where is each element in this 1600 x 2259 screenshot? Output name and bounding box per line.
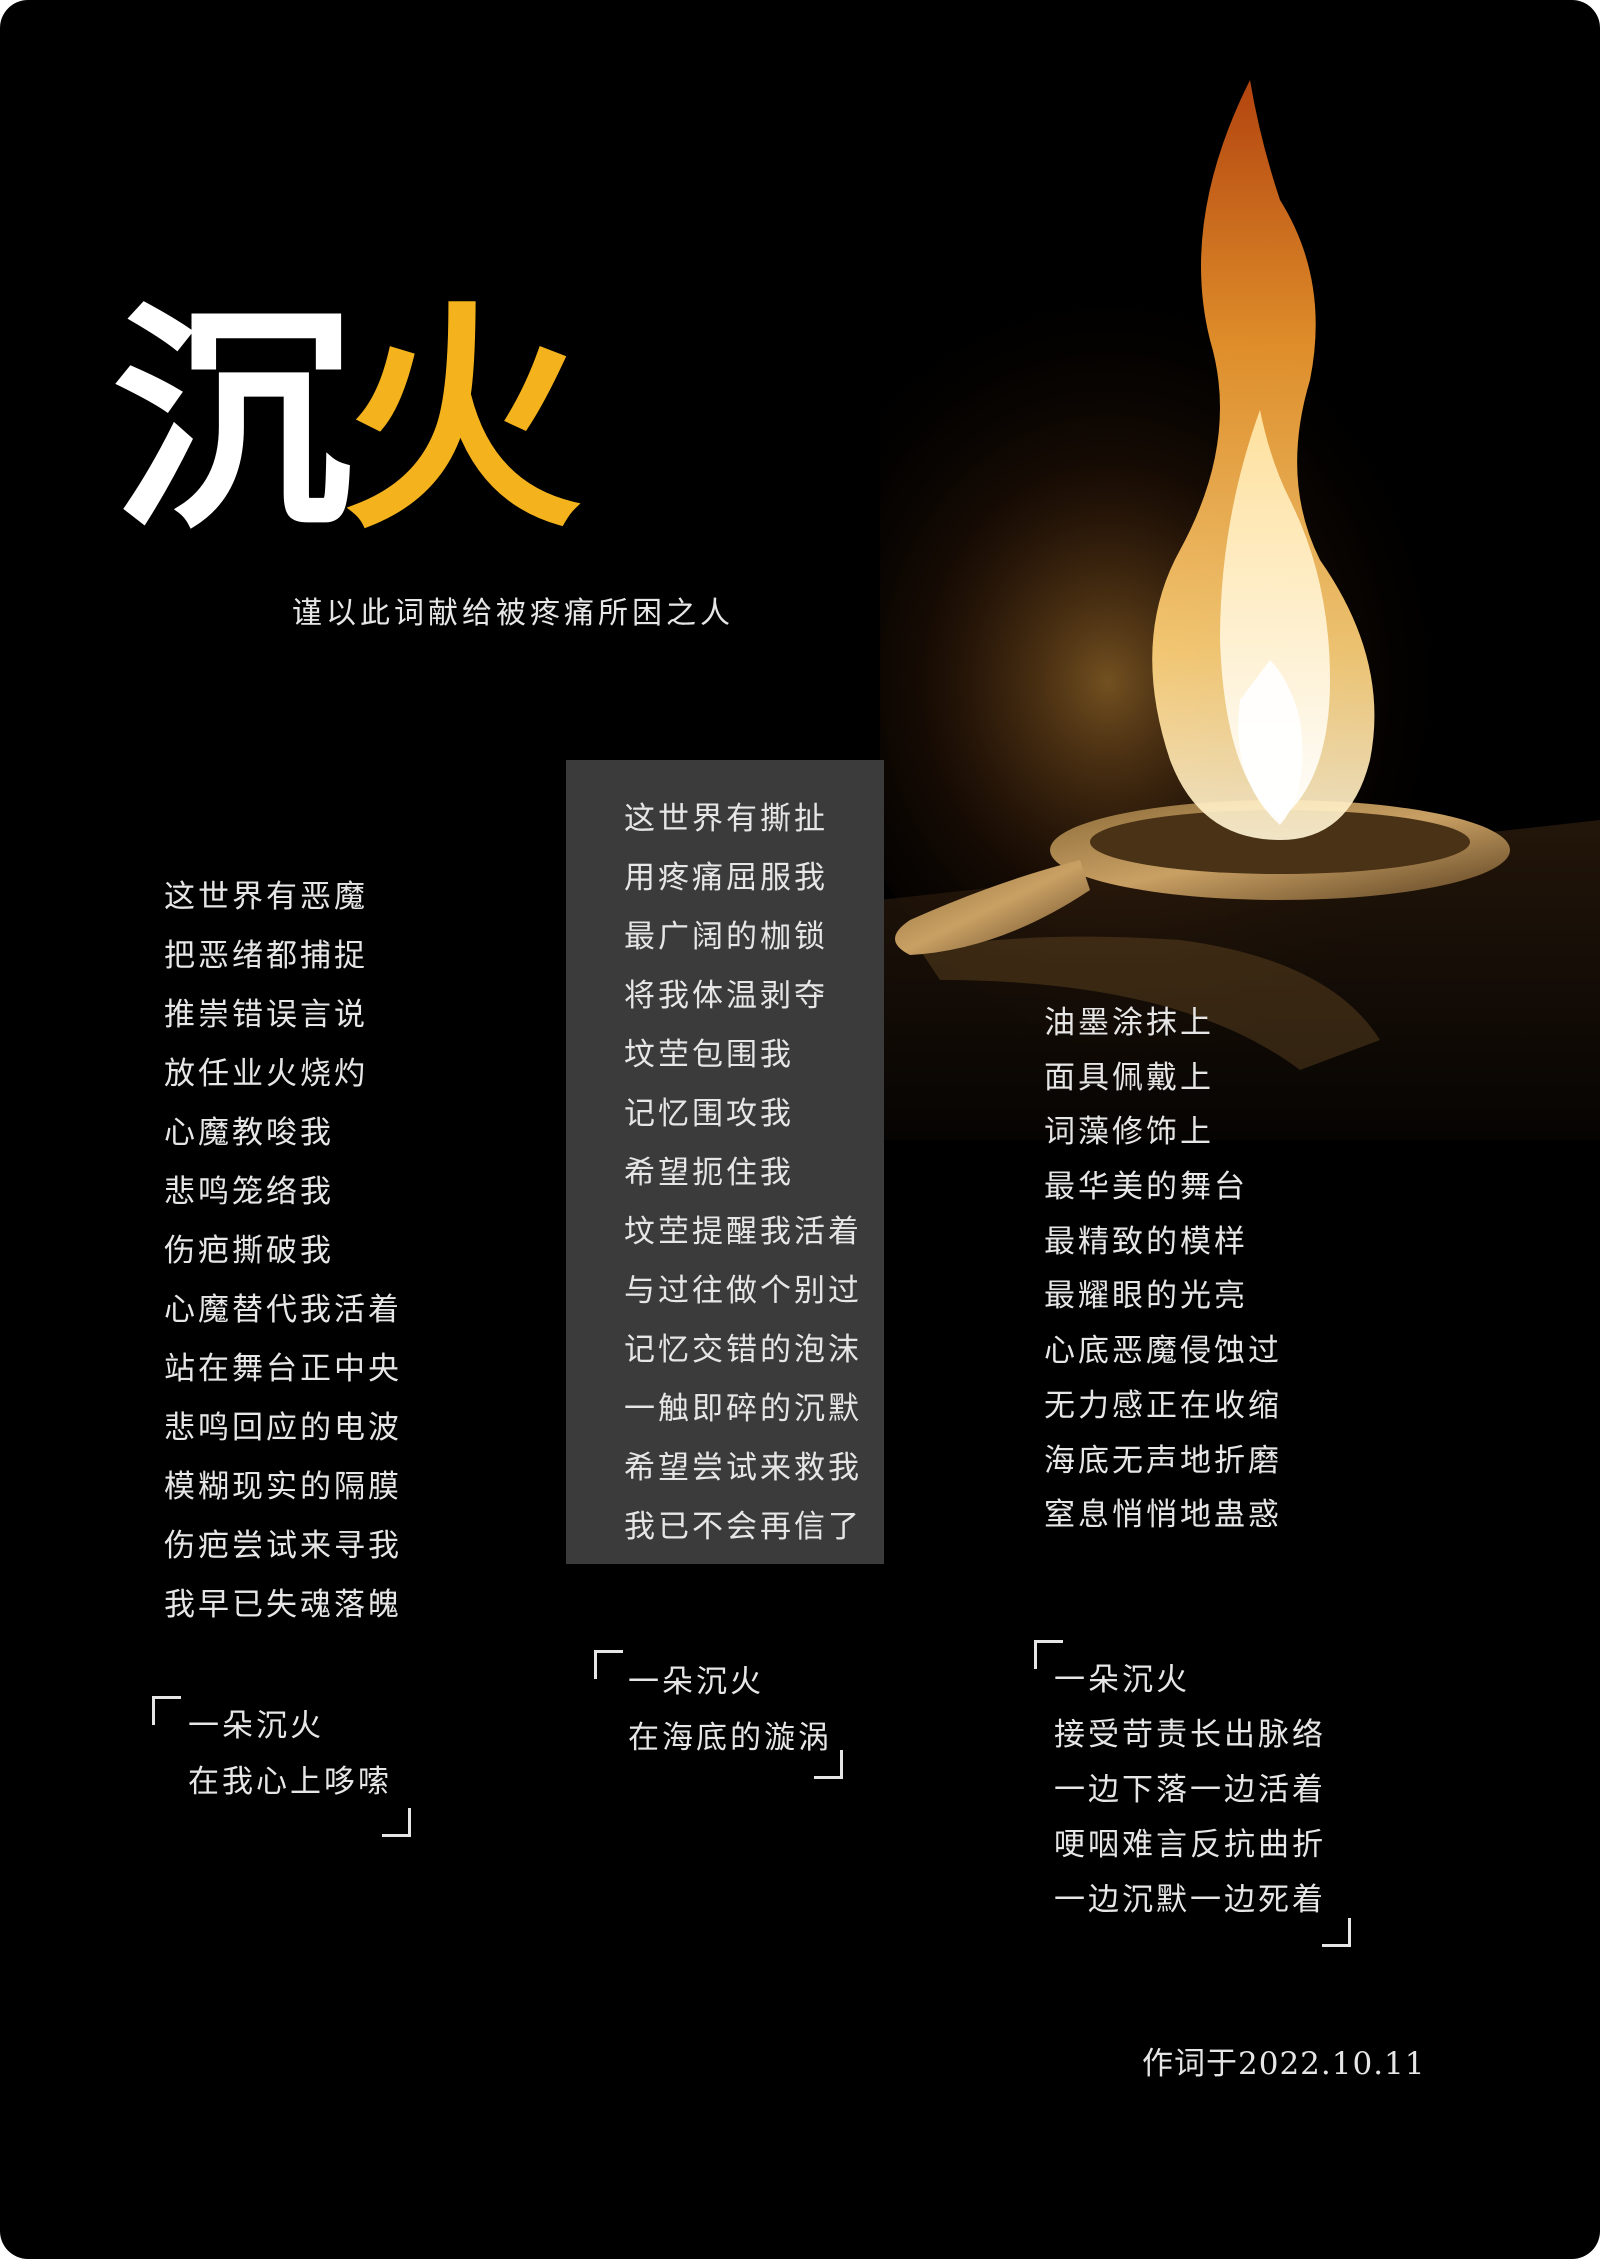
verse-line: 这世界有恶魔	[164, 879, 368, 915]
chorus-line: 在海底的漩涡	[628, 1720, 832, 1756]
verse-line: 推崇错误言说	[164, 997, 368, 1033]
verse-line: 我早已失魂落魄	[164, 1587, 402, 1623]
poster-title: 沉火	[112, 300, 582, 540]
corner-bracket-top-left	[594, 1650, 623, 1679]
verse-line: 坟茔包围我	[624, 1037, 794, 1073]
verse-line: 站在舞台正中央	[164, 1351, 402, 1387]
verse-line: 伤疤尝试来寻我	[164, 1528, 402, 1564]
verse-line: 最精致的模样	[1044, 1223, 1248, 1260]
verse-left: 这世界有恶魔 把恶绪都捕捉 推崇错误言说 放任业火烧灼 心魔教唆我 悲鸣笼络我 …	[164, 868, 402, 1635]
chorus-line: 一朵沉火	[188, 1708, 324, 1744]
chorus-middle: 一朵沉火 在海底的漩涡	[594, 1650, 854, 1786]
verse-right: 油墨涂抹上 面具佩戴上 词藻修饰上 最华美的舞台 最精致的模样 最耀眼的光亮 心…	[1044, 996, 1282, 1543]
chorus-left: 一朵沉火 在我心上哆嗦	[152, 1696, 412, 1842]
verse-line: 油墨涂抹上	[1044, 1005, 1214, 1041]
chorus-line: 一边沉默一边死着	[1054, 1882, 1326, 1918]
verse-line: 窒息悄悄地蛊惑	[1044, 1497, 1282, 1534]
verse-line: 模糊现实的隔膜	[164, 1469, 402, 1505]
chorus-line: 接受苛责长出脉络	[1054, 1717, 1326, 1753]
chorus-line: 一朵沉火	[628, 1664, 764, 1700]
verse-line: 希望尝试来救我	[624, 1450, 862, 1486]
corner-bracket-bottom-right	[1322, 1918, 1351, 1947]
verse-line: 海底无声地折磨	[1044, 1442, 1282, 1479]
middle-verse-panel	[566, 760, 884, 1564]
chorus-line: 在我心上哆嗦	[188, 1764, 392, 1800]
verse-line: 把恶绪都捕捉	[164, 938, 368, 974]
chorus-line: 哽咽难言反抗曲折	[1054, 1827, 1326, 1863]
corner-bracket-bottom-right	[382, 1808, 411, 1837]
verse-line: 一触即碎的沉默	[624, 1391, 862, 1427]
verse-middle: 这世界有撕扯 用疼痛屈服我 最广阔的枷锁 将我体温剥夺 坟茔包围我 记忆围攻我 …	[624, 790, 862, 1557]
verse-line: 词藻修饰上	[1044, 1114, 1214, 1151]
verse-line: 最广阔的枷锁	[624, 919, 828, 955]
verse-line: 与过往做个别过	[624, 1273, 862, 1309]
verse-line: 悲鸣回应的电波	[164, 1410, 402, 1446]
verse-line: 最耀眼的光亮	[1044, 1278, 1248, 1315]
title-char-1: 沉	[112, 279, 352, 561]
verse-line: 伤疤撕破我	[164, 1233, 334, 1269]
chorus-line: 一边下落一边活着	[1054, 1772, 1326, 1808]
dedication-subtitle: 谨以此词献给被疼痛所困之人	[292, 596, 734, 631]
corner-bracket-bottom-right	[814, 1750, 843, 1779]
corner-bracket-top-left	[152, 1696, 181, 1725]
verse-line: 我已不会再信了	[624, 1509, 862, 1545]
verse-line: 面具佩戴上	[1044, 1059, 1214, 1096]
verse-line: 心魔替代我活着	[164, 1292, 402, 1328]
verse-line: 无力感正在收缩	[1044, 1387, 1282, 1424]
verse-line: 希望扼住我	[624, 1155, 794, 1191]
verse-line: 这世界有撕扯	[624, 801, 828, 837]
verse-line: 心魔教唆我	[164, 1115, 334, 1151]
verse-line: 悲鸣笼络我	[164, 1174, 334, 1210]
verse-line: 坟茔提醒我活着	[624, 1214, 862, 1250]
verse-line: 将我体温剥夺	[624, 978, 828, 1014]
flame-image	[880, 80, 1600, 1140]
title-char-2: 火	[342, 279, 582, 561]
verse-line: 用疼痛屈服我	[624, 860, 828, 896]
chorus-line: 一朵沉火	[1054, 1662, 1190, 1698]
verse-line: 放任业火烧灼	[164, 1056, 368, 1092]
corner-bracket-top-left	[1034, 1640, 1063, 1669]
verse-line: 心底恶魔侵蚀过	[1044, 1333, 1282, 1370]
verse-line: 记忆围攻我	[624, 1096, 794, 1132]
composed-date: 作词于2022.10.11	[1142, 2046, 1426, 2082]
verse-line: 最华美的舞台	[1044, 1169, 1248, 1206]
chorus-right: 一朵沉火 接受苛责长出脉络 一边下落一边活着 哽咽难言反抗曲折 一边沉默一边死着	[1034, 1640, 1354, 1950]
verse-line: 记忆交错的泡沫	[624, 1332, 862, 1368]
